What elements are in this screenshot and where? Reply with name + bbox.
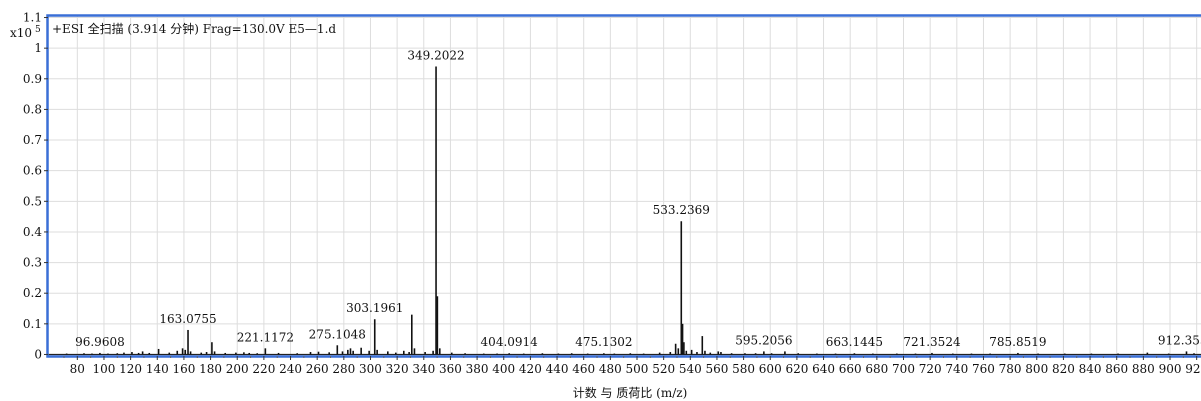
peak-label: 663.1445 [826,335,883,349]
x-tick-label: 100 [93,362,116,376]
y-tick-label: 0.1 [23,317,42,331]
x-tick-label: 300 [359,362,382,376]
x-tick-label: 760 [972,362,995,376]
peak-label: 303.1961 [346,301,403,315]
x-tick-label: 580 [732,362,755,376]
grid [48,16,1201,356]
x-tick-label: 380 [466,362,489,376]
x-tick-label: 720 [919,362,942,376]
y-tick-label: 1.1 [23,11,42,25]
peaks-layer [48,66,1201,356]
x-tick-label: 360 [439,362,462,376]
y-tick-label: 0.4 [23,225,42,239]
peak-label: 785.8519 [989,335,1046,349]
peak-label: 96.9608 [75,335,125,349]
chart-title: +ESI 全扫描 (3.914 分钟) Frag=130.0V E5—1.d [52,21,336,36]
x-tick-label: 660 [839,362,862,376]
x-tick-label: 820 [1052,362,1075,376]
peak-label: 595.2056 [735,333,792,347]
x-tick-label: 800 [1025,362,1048,376]
peak-label: 221.1172 [237,330,294,344]
x-tick-label: 180 [199,362,222,376]
y-tick-label: 0.8 [23,102,42,116]
x-tick-label: 780 [999,362,1022,376]
x-tick-label: 260 [306,362,329,376]
y-scale-exponent: 5 [35,25,41,35]
y-tick-label: 0.2 [23,286,42,300]
peak-label: 721.3524 [903,335,961,349]
peak-label: 275.1048 [309,327,366,341]
x-tick-label: 920 [1185,362,1201,376]
x-tick-label: 560 [705,362,728,376]
x-tick-label: 120 [119,362,142,376]
y-tick-label: 0 [34,347,42,361]
x-tick-label: 860 [1105,362,1128,376]
x-tick-label: 460 [572,362,595,376]
x-tick-label: 480 [599,362,622,376]
x-tick-label: 340 [412,362,435,376]
y-scale-base: x10 [10,26,32,40]
x-tick-label: 840 [1079,362,1102,376]
x-tick-label: 680 [865,362,888,376]
x-tick-label: 880 [1132,362,1155,376]
x-tick-label: 200 [226,362,249,376]
peak-label: 475.1302 [575,335,632,349]
x-tick-label: 520 [652,362,675,376]
x-tick-label: 640 [812,362,835,376]
plot-border [46,14,1201,358]
x-tick-label: 160 [172,362,195,376]
x-tick-label: 320 [386,362,409,376]
y-tick-label: 0.9 [23,72,42,86]
x-tick-label: 400 [492,362,515,376]
x-tick-label: 900 [1159,362,1182,376]
y-tick-label: 0.6 [23,164,42,178]
peak-labels-layer: 96.9608 163.0755 221.1172 275.1048 303.1961 3… [75,49,1201,350]
y-tick-label: 1 [34,41,42,55]
x-tick-label: 140 [146,362,169,376]
x-tick-label: 700 [892,362,915,376]
x-axis-label: 计数 与 质荷比 (m/z) [573,385,688,400]
x-tick-label: 500 [626,362,649,376]
y-tick-label: 0.7 [23,133,42,147]
axes: 80 100 120 140 160 180 200 220 240 260 280 300 320 34… [23,11,1201,376]
x-tick-label: 80 [70,362,85,376]
x-tick-label: 740 [945,362,968,376]
y-tick-label: 0.5 [23,194,42,208]
x-tick-label: 220 [252,362,275,376]
x-tick-label: 420 [519,362,542,376]
x-tick-label: 600 [759,362,782,376]
x-tick-label: 540 [679,362,702,376]
peak-label: 163.0755 [159,312,216,326]
peak-label: 404.0914 [481,335,539,349]
x-tick-label: 280 [332,362,355,376]
y-scale-label: x10 5 [10,25,41,40]
x-tick-label: 440 [546,362,569,376]
x-tick-label: 620 [785,362,808,376]
peak-label: 349.2022 [407,49,464,63]
x-tick-label: 240 [279,362,302,376]
peak-label: 533.2369 [653,203,710,217]
peak-label: 912.3558 [1158,333,1201,347]
y-tick-label: 0.3 [23,256,42,270]
